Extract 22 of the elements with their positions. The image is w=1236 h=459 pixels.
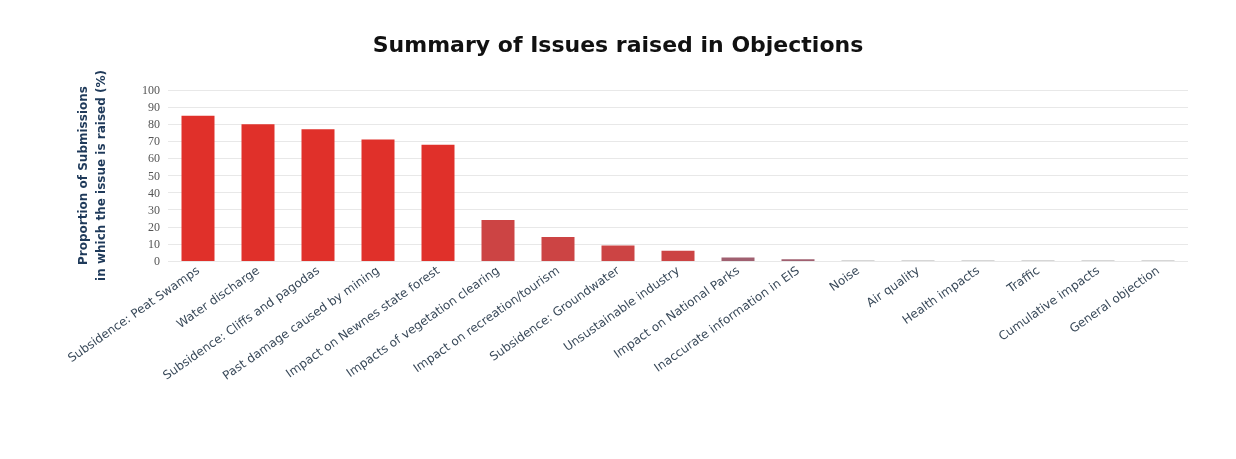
bar	[241, 124, 275, 261]
bar	[301, 129, 335, 261]
y-tick-label: 60	[148, 151, 160, 166]
y-tick-label: 0	[154, 254, 160, 268]
y-tick-label: 10	[148, 236, 160, 251]
y-tick-label: 30	[148, 202, 160, 217]
bar	[361, 139, 395, 261]
chart-title: Summary of Issues raised in Objections	[372, 31, 864, 57]
bar	[601, 245, 635, 261]
bar	[481, 219, 515, 261]
bar	[541, 237, 575, 261]
bar	[661, 250, 695, 261]
y-tick-label: 90	[148, 100, 160, 115]
y-tick-label: 50	[148, 168, 160, 183]
y-tick-label: 100	[142, 83, 160, 97]
y-tick-label: 20	[148, 219, 160, 234]
y-axis-title: Proportion of Submissions in which the issue is raised (%)	[76, 70, 108, 281]
y-tick-label: 80	[148, 117, 160, 132]
bar	[181, 115, 215, 261]
bar	[421, 144, 455, 261]
y-tick-label: 70	[148, 134, 160, 149]
y-tick-label: 40	[148, 185, 160, 200]
